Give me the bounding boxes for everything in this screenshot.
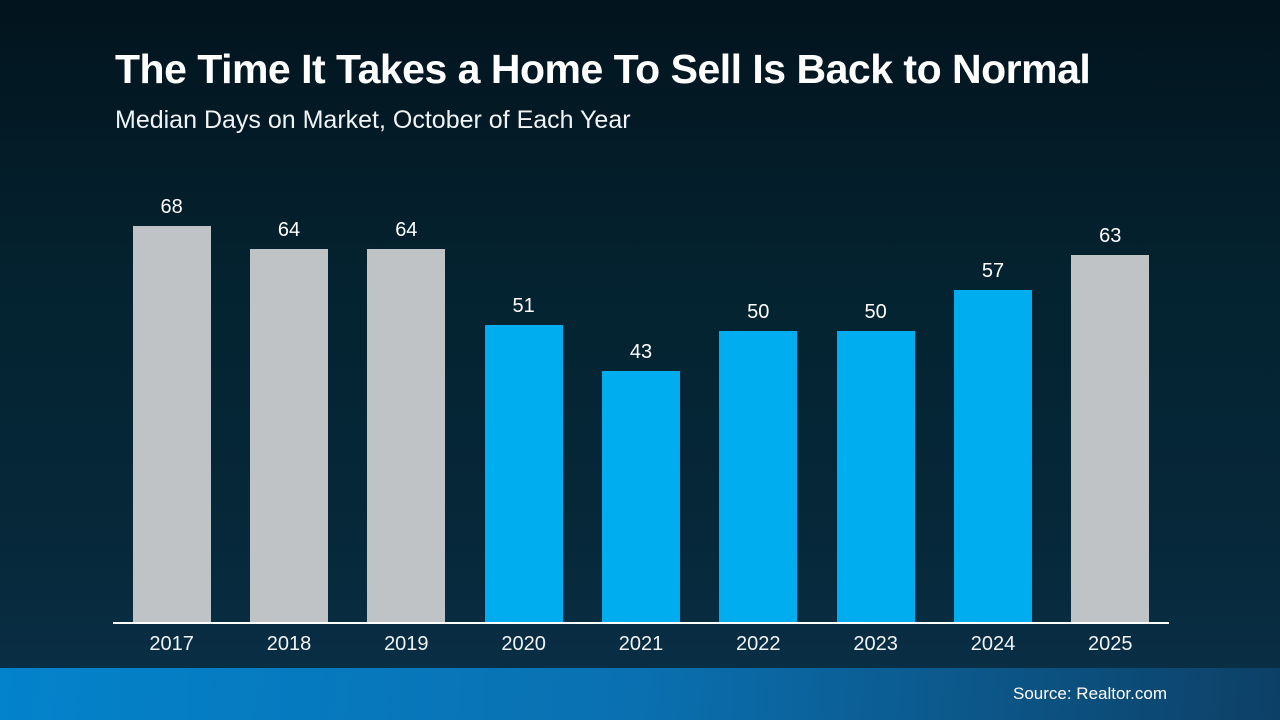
- bar-value-label: 64: [395, 219, 418, 241]
- x-axis-label-2021: 2021: [618, 633, 664, 655]
- bar-2022: [719, 331, 798, 622]
- source-attribution: Source: Realtor.com: [1012, 684, 1167, 703]
- x-axis-label-2018: 2018: [266, 633, 312, 655]
- x-axis-label-2020: 2020: [501, 633, 546, 655]
- bar-value-label: 64: [277, 219, 301, 241]
- bar-group-2020: 51: [465, 295, 582, 622]
- x-axis-labels: 2017 2018 2019 2020 2021 2022 2023 2024 2025: [113, 633, 1169, 656]
- x-axis-label-2019: 2019: [384, 633, 429, 655]
- bar-2018: [249, 249, 328, 622]
- bar-value-label: 57: [981, 260, 1005, 282]
- footer-band: Source: Realtor.com: [0, 668, 1280, 720]
- bar-value-label: 51: [512, 295, 535, 317]
- bar-group-2024: 57: [934, 260, 1051, 622]
- bar-group-2017: 68: [113, 196, 230, 622]
- bar-2023: [836, 331, 915, 622]
- bar-chart: 68 64 64 51 43 50 50 57 63 2017 2018 2019 2020 2021 2…: [113, 196, 1169, 656]
- bar-2020: [484, 325, 563, 622]
- bar-group-2025: 63: [1052, 225, 1169, 622]
- bar-value-label: 63: [1099, 225, 1122, 247]
- x-axis-line: [113, 622, 1169, 624]
- bar-value-label: 68: [160, 196, 183, 218]
- x-axis-label-2017: 2017: [149, 633, 194, 655]
- chart-subtitle: Median Days on Market, October of Each Y…: [115, 106, 631, 135]
- x-axis-label-2024: 2024: [970, 633, 1016, 655]
- bar-2019: [367, 249, 446, 622]
- bar-group-2018: 64: [230, 219, 347, 622]
- bar-2021: [601, 371, 680, 622]
- bar-2017: [132, 226, 211, 622]
- bar-group-2023: 50: [817, 301, 934, 622]
- x-axis-label-2023: 2023: [853, 633, 898, 655]
- x-axis-label-2022: 2022: [736, 633, 781, 655]
- bar-group-2019: 64: [348, 219, 465, 622]
- bars-area: 68 64 64 51 43 50 50 57 63: [113, 196, 1169, 622]
- bar-2024: [953, 290, 1032, 622]
- chart-header: The Time It Takes a Home To Sell Is Back…: [115, 46, 1220, 135]
- bar-group-2022: 50: [700, 301, 817, 622]
- bar-group-2021: 43: [582, 341, 699, 622]
- bar-value-label: 43: [629, 341, 653, 363]
- chart-title: The Time It Takes a Home To Sell Is Back…: [115, 46, 1091, 92]
- x-axis-label-2025: 2025: [1088, 633, 1133, 655]
- bar-value-label: 50: [747, 301, 770, 323]
- bar-value-label: 50: [864, 301, 887, 323]
- bar-2025: [1071, 255, 1150, 622]
